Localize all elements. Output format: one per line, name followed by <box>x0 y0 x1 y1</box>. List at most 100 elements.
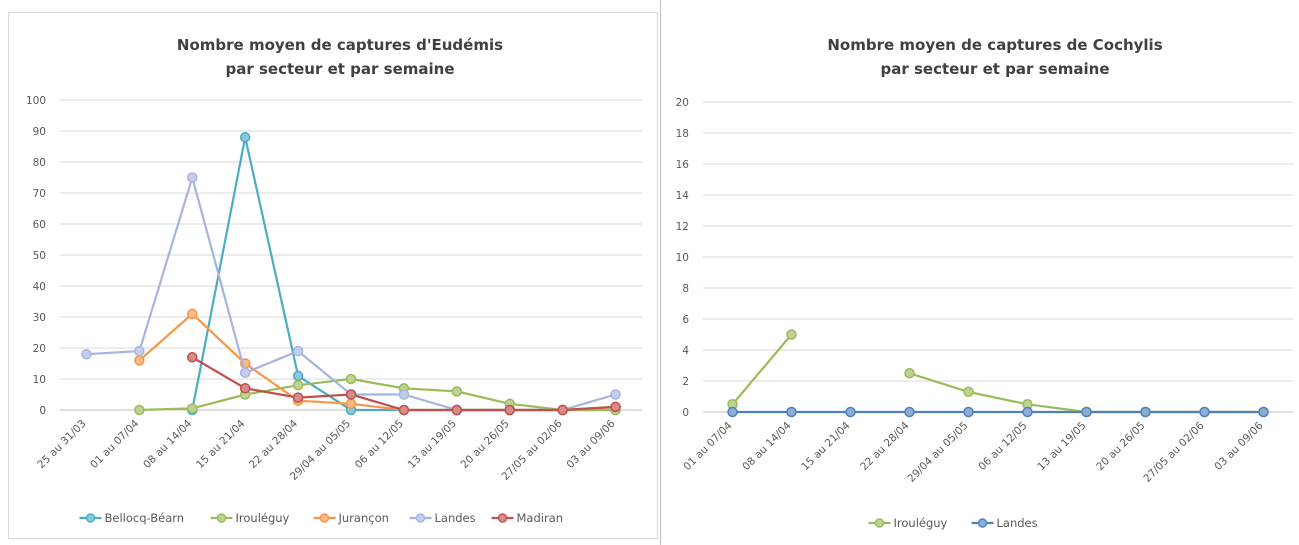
data-point <box>557 404 568 416</box>
legend-marker <box>415 513 426 523</box>
data-point <box>727 406 738 418</box>
y-tick-label: 60 <box>33 219 46 231</box>
data-point <box>292 379 304 391</box>
x-tick-label: 20 au 26/05 <box>1094 420 1147 473</box>
y-tick-label: 4 <box>682 345 689 357</box>
chart-title: Nombre moyen de captures de Cochylis <box>827 36 1162 54</box>
x-tick-label: 13 au 19/05 <box>406 418 459 471</box>
data-point <box>345 398 357 410</box>
data-point <box>451 386 463 397</box>
data-point <box>451 404 463 416</box>
data-point <box>134 404 145 416</box>
data-point <box>292 370 304 382</box>
cochylis-chart: Nombre moyen de captures de Cochylis par… <box>676 36 1293 530</box>
data-point <box>963 406 974 418</box>
data-point <box>1081 406 1092 418</box>
legend-marker <box>319 513 330 523</box>
eudemis-chart-panel: Nombre moyen de captures d'Eudémis par s… <box>8 12 658 539</box>
series-line <box>909 372 1264 414</box>
data-point <box>963 386 974 398</box>
x-tick-label: 29/04 au 05/05 <box>905 420 970 485</box>
y-tick-label: 40 <box>33 281 46 293</box>
data-point <box>134 345 145 357</box>
chart-title: Nombre moyen de captures d'Eudémis <box>177 36 503 54</box>
data-point <box>904 406 915 418</box>
legend-label: Jurançon <box>338 511 389 525</box>
y-tick-label: 90 <box>33 126 46 138</box>
y-tick-label: 50 <box>33 250 46 262</box>
panel-divider <box>660 0 661 545</box>
legend-marker <box>874 518 885 528</box>
data-point <box>786 406 797 418</box>
y-tick-label: 14 <box>676 190 690 202</box>
x-tick-label: 27/05 au 02/06 <box>1141 419 1206 484</box>
data-point <box>292 392 304 403</box>
legend-marker <box>216 513 227 523</box>
legend-label: Bellocq-Béarn <box>105 511 185 525</box>
legend-marker <box>977 518 988 528</box>
y-tick-label: 80 <box>33 157 46 169</box>
x-tick-label: 13 au 19/05 <box>1035 420 1088 473</box>
y-tick-label: 20 <box>676 97 689 109</box>
y-tick-label: 0 <box>682 407 689 419</box>
y-tick-label: 8 <box>682 283 689 295</box>
data-point <box>187 352 198 363</box>
y-tick-label: 2 <box>682 376 689 388</box>
x-tick-label: 08 au 14/04 <box>141 417 195 471</box>
data-point <box>610 401 621 413</box>
legend-label: Irouléguy <box>894 516 948 530</box>
chart-frame <box>8 12 658 539</box>
x-tick-label: 08 au 14/04 <box>740 419 794 473</box>
data-point <box>239 383 251 394</box>
data-point <box>81 348 92 360</box>
x-tick-label: 15 au 21/04 <box>799 419 853 473</box>
y-tick-label: 100 <box>26 95 46 107</box>
data-point <box>1199 406 1210 418</box>
x-tick-label: 25 au 31/03 <box>35 418 88 471</box>
data-point <box>187 308 198 320</box>
legend-marker <box>85 513 96 523</box>
cochylis-chart-panel: Nombre moyen de captures de Cochylis par… <box>661 0 1299 545</box>
x-tick-label: 22 au 28/04 <box>247 417 301 471</box>
legend-label: Irouléguy <box>236 511 290 525</box>
x-tick-label: 06 au 12/05 <box>976 420 1029 473</box>
data-point <box>786 329 797 340</box>
x-tick-label: 03 au 09/06 <box>1212 419 1266 473</box>
y-tick-label: 18 <box>676 128 689 140</box>
x-tick-label: 06 au 12/05 <box>353 418 406 471</box>
x-tick-label: 22 au 28/04 <box>858 419 912 473</box>
data-point <box>292 345 304 357</box>
data-point <box>398 389 410 400</box>
x-tick-label: 01 au 07/04 <box>88 417 142 471</box>
x-tick-label: 01 au 07/04 <box>681 419 735 473</box>
y-tick-label: 30 <box>33 312 46 324</box>
x-tick-label: 20 au 26/05 <box>459 418 512 471</box>
x-tick-label: 03 au 09/06 <box>564 417 618 471</box>
data-point <box>345 373 357 385</box>
data-point <box>187 172 198 183</box>
data-point <box>504 404 515 416</box>
data-point <box>1022 406 1033 418</box>
data-point <box>239 131 251 143</box>
y-tick-label: 16 <box>676 159 690 171</box>
legend-label: Madiran <box>517 511 564 525</box>
eudemis-chart: Nombre moyen de captures d'Eudémis par s… <box>26 36 642 525</box>
data-point <box>1140 406 1151 418</box>
legend-label: Landes <box>997 516 1038 530</box>
y-tick-label: 12 <box>676 221 689 233</box>
legend-label: Landes <box>435 511 476 525</box>
data-point <box>845 406 856 418</box>
data-point <box>345 389 357 400</box>
y-tick-label: 70 <box>33 188 46 200</box>
series-line <box>139 377 616 412</box>
data-point <box>398 404 410 416</box>
data-point <box>187 403 198 414</box>
chart-subtitle: par secteur et par semaine <box>880 60 1109 78</box>
y-tick-label: 10 <box>33 374 46 386</box>
y-tick-label: 6 <box>682 314 689 326</box>
legend-marker <box>497 513 508 523</box>
series-line <box>731 333 793 406</box>
data-point <box>1258 406 1269 418</box>
y-tick-label: 20 <box>33 343 46 355</box>
y-tick-label: 0 <box>39 405 46 417</box>
